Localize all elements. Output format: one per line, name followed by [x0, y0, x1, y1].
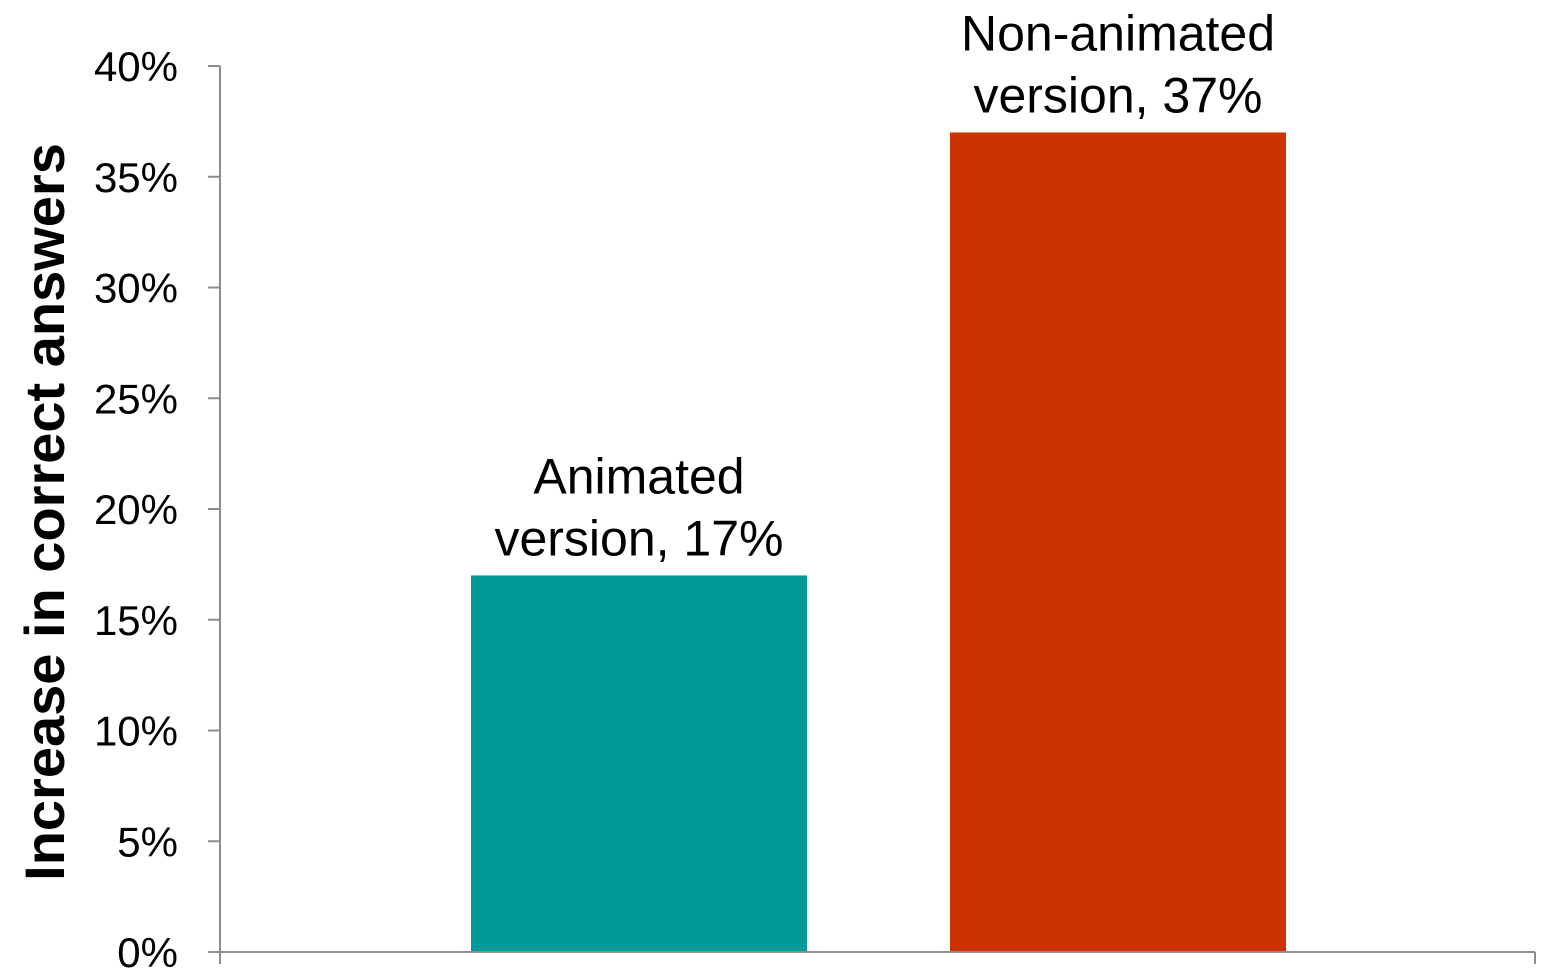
data-label-line: Non-animated	[961, 5, 1275, 61]
bar-data-label: Animated version, 17%	[494, 448, 783, 566]
y-tick-label: 0%	[117, 929, 178, 969]
data-label-line: version, 37%	[973, 67, 1262, 123]
axes	[219, 66, 1536, 964]
y-tick-label: 20%	[94, 486, 178, 533]
y-tick-label: 15%	[94, 597, 178, 644]
bars	[471, 132, 1286, 952]
y-axis-ticks: 0% 5% 10% 15% 20% 25% 30% 35% 40%	[94, 43, 220, 969]
y-tick-label: 25%	[94, 375, 178, 422]
y-tick-label: 40%	[94, 43, 178, 90]
data-label-line: Animated	[533, 448, 744, 504]
y-tick-label: 35%	[94, 154, 178, 201]
data-labels: Animated version, 17% Non-animated version,…	[494, 5, 1275, 566]
data-label-line: version, 17%	[494, 510, 783, 566]
y-tick-label: 5%	[117, 818, 178, 865]
bar-data-label: Non-animated version, 37%	[961, 5, 1275, 123]
bar	[471, 575, 807, 952]
y-axis-title: Increase in correct answers	[13, 143, 76, 881]
bar	[950, 132, 1286, 952]
y-tick-label: 10%	[94, 708, 178, 755]
y-tick-label: 30%	[94, 265, 178, 312]
